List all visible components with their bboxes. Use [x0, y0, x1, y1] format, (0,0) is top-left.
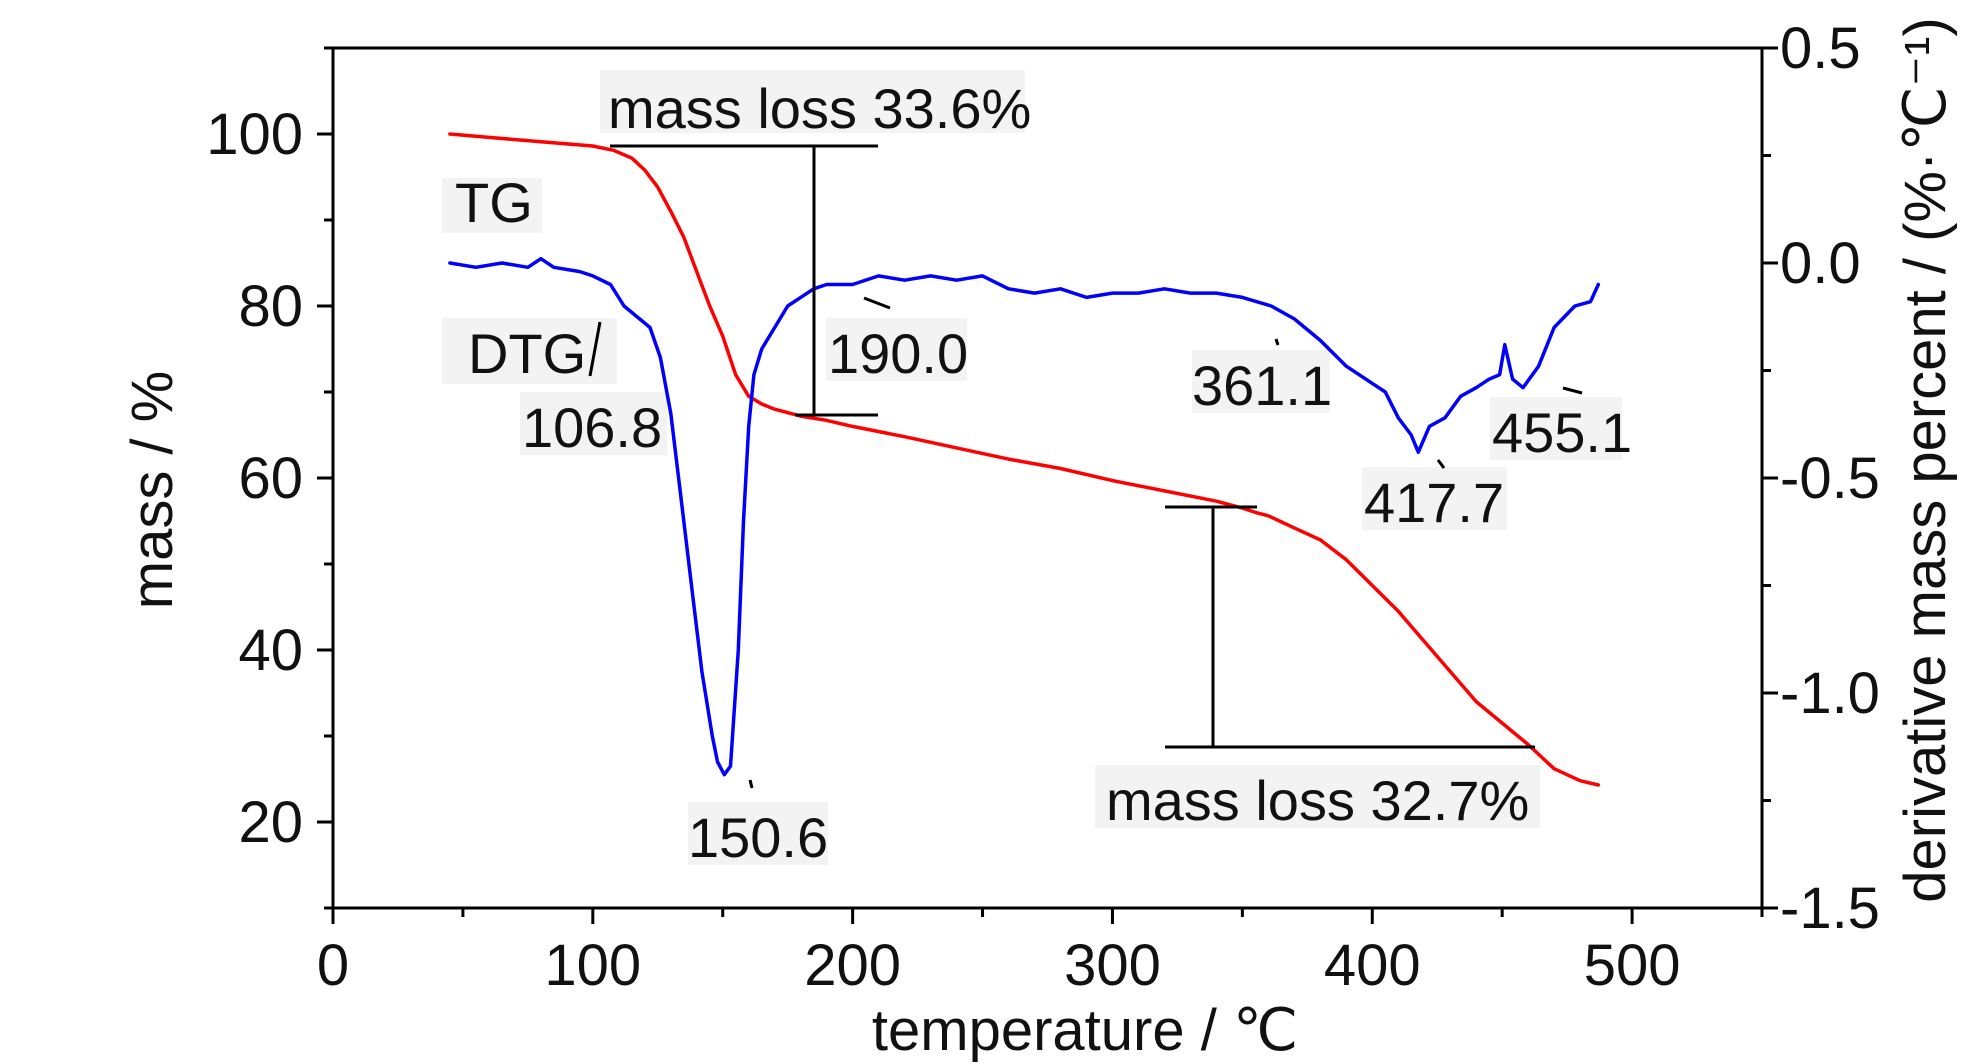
x-tick-label: 400 [1324, 933, 1421, 998]
y-left-tick-label: 100 [206, 102, 303, 167]
axis-titles: temperature / ℃ mass / % derivative mass… [120, 17, 1958, 1063]
y-right-tick-label: -1.5 [1780, 876, 1880, 941]
y-left-axis-title: mass / % [120, 371, 185, 610]
x-axis-title: temperature / ℃ [872, 998, 1298, 1063]
leader-417 [1436, 459, 1446, 469]
y-right-tick-label: 0.5 [1780, 16, 1861, 81]
annotation-marks [588, 144, 1583, 789]
annotation-backgrounds [442, 70, 1622, 865]
mass-loss-label-2: mass loss 32.7% [1106, 769, 1529, 832]
leader-361 [1274, 338, 1280, 346]
series-line-tg [448, 132, 1601, 787]
leader-150 [748, 779, 754, 789]
annotation-texts: mass loss 33.6% mass loss 32.7% TG DTG 1… [455, 77, 1632, 869]
peak-label-361: 361.1 [1192, 354, 1332, 417]
plot-frame [331, 46, 1764, 910]
leader-190 [863, 296, 891, 310]
peak-label-417: 417.7 [1364, 471, 1504, 534]
p361-label-bg [1192, 350, 1330, 413]
y-left-tick-label: 40 [238, 618, 303, 683]
leader-455 [1562, 386, 1583, 395]
peak-label-455: 455.1 [1492, 401, 1632, 464]
x-tick-label: 100 [544, 933, 641, 998]
tg-series-label: TG [455, 171, 533, 234]
p150-label-bg [688, 802, 828, 865]
loss1-label-bg [600, 70, 1025, 133]
y-right-tick-label: -1.0 [1780, 661, 1880, 726]
plot-border [331, 46, 1764, 910]
x-tick-label: 300 [1064, 933, 1161, 998]
mass-loss-label-1: mass loss 33.6% [608, 77, 1031, 140]
peak-label-150: 150.6 [688, 806, 828, 869]
y-left-tick-label: 80 [238, 274, 303, 339]
dtg-series-label: DTG [468, 322, 586, 385]
peak-label-106: 106.8 [522, 396, 662, 459]
y-right-tick-label: -0.5 [1780, 446, 1880, 511]
y-left-tick-label: 60 [238, 446, 303, 511]
series-line-dtg [448, 256, 1601, 777]
loss2-label-bg [1095, 765, 1540, 828]
p106-label-bg [520, 392, 667, 455]
x-tick-label: 200 [804, 933, 901, 998]
peak-label-190: 190.0 [828, 322, 968, 385]
x-tick-label: 500 [1584, 933, 1681, 998]
p417-label-bg [1362, 467, 1507, 530]
leader-106 [588, 321, 602, 377]
y-left-tick-label: 20 [238, 790, 303, 855]
x-axis: 0 100 200 300 400 500 [317, 908, 1764, 998]
p190-label-bg [826, 318, 967, 381]
y-right-axis: 0.5 0.0 -0.5 -1.0 -1.5 [1762, 16, 1880, 941]
tg-label-bg [442, 178, 542, 233]
y-right-axis-title: derivative mass percent / (%·℃⁻¹) [1893, 17, 1958, 902]
x-tick-label: 0 [317, 933, 349, 998]
y-right-tick-label: 0.0 [1780, 231, 1861, 296]
y-left-axis: 20 40 60 80 100 [206, 46, 333, 910]
series-lines [448, 132, 1601, 787]
p455-label-bg [1490, 397, 1622, 460]
dtg-label-bg [442, 318, 617, 384]
